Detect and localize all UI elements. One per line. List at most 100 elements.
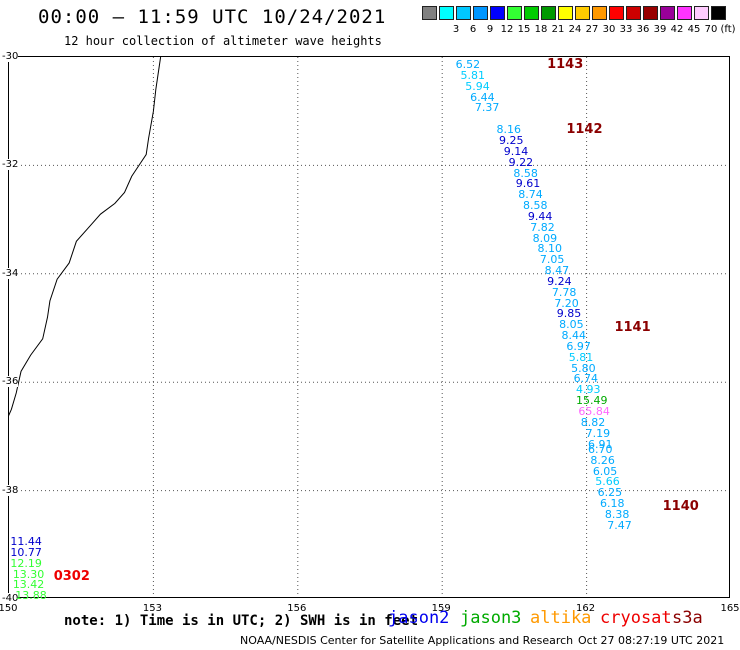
map-title: 00:00 – 11:59 UTC 10/24/2021 (38, 6, 387, 28)
wave-height-label: 9.14 (503, 144, 529, 158)
wave-height-label: 10.77 (10, 545, 42, 559)
longitude-tick-label: 156 (287, 603, 307, 614)
legend-swatch (422, 6, 437, 20)
latitude-tick-label: -32 (2, 159, 19, 171)
longitude-tick-label: 162 (576, 603, 596, 614)
pass-number-label: 1140 (662, 498, 699, 514)
legend-swatch (490, 6, 505, 20)
wave-height-label: 7.47 (607, 518, 632, 532)
wave-height-label: 7.82 (530, 220, 555, 234)
legend-label: (ft) (720, 24, 736, 35)
wave-height-label: 5.66 (595, 475, 620, 489)
wave-height-label: 6.74 (573, 372, 599, 386)
legend-swatch (541, 6, 556, 20)
satellite-name: altika (530, 608, 592, 628)
wave-height-label: 65.84 (578, 405, 610, 418)
longitude-tick-label: 159 (431, 603, 451, 614)
wave-height-label: 5.81 (568, 350, 594, 364)
satellite-name: jason3 (460, 608, 522, 628)
pass-number-label: 1142 (566, 122, 603, 138)
legend-swatch (694, 6, 709, 20)
wave-height-label: 8.26 (590, 453, 615, 467)
legend-swatch (456, 6, 471, 20)
wave-height-label: 7.20 (554, 296, 579, 310)
map-canvas (3, 56, 729, 597)
wave-height-label: 11.44 (10, 535, 42, 549)
wave-height-label: 5.94 (465, 79, 490, 93)
legend-label: 12 (500, 24, 514, 35)
wave-height-label: 8.10 (537, 242, 562, 256)
legend-swatch (609, 6, 624, 20)
legend-swatch (660, 6, 675, 20)
wave-height-label: 9.22 (508, 155, 534, 169)
wave-height-label: 15.49 (575, 394, 608, 408)
wave-height-label: 8.16 (496, 123, 522, 137)
map-subtitle: 12 hour collection of altimeter wave hei… (64, 34, 382, 48)
pass-number-label: 1141 (614, 320, 651, 335)
legend-swatch (439, 6, 454, 20)
wave-height-label: 6.25 (597, 486, 623, 500)
map-plot-frame (3, 56, 730, 598)
wave-height-label: 8.05 (559, 318, 584, 332)
generated-timestamp: Oct 27 08:27:19 UTC 2021 (578, 634, 725, 647)
legend-label: 33 (619, 24, 633, 35)
wave-height-label: 8.74 (518, 188, 543, 202)
longitude-tick-label: 165 (720, 603, 740, 614)
legend-swatch (677, 6, 692, 20)
wave-height-label: 12.19 (10, 556, 42, 570)
legend-swatch (575, 6, 590, 20)
legend-label: 39 (653, 24, 667, 35)
satellite-name: s3a (672, 608, 703, 628)
footnote: note: 1) Time is in UTC; 2) SWH is in fe… (64, 613, 419, 629)
pass-number-label: 1143 (547, 57, 584, 73)
legend-swatch (626, 6, 641, 20)
wave-height-label: 9.44 (527, 209, 553, 223)
wave-height-label: 7.37 (474, 101, 500, 115)
legend-label: 21 (551, 24, 565, 35)
legend-swatch (643, 6, 658, 20)
legend-label: 6 (469, 24, 477, 35)
wave-height-label: 6.70 (588, 442, 613, 456)
latitude-tick-label: -30 (2, 51, 19, 62)
wave-height-label: 4.93 (575, 383, 601, 397)
wave-height-label: 8.58 (513, 166, 538, 180)
legend-label: 27 (585, 24, 599, 35)
wave-height-label: 8.47 (544, 264, 570, 278)
wave-height-label: 7.19 (585, 426, 611, 440)
wave-height-label: 7.78 (551, 285, 577, 299)
legend-label: 9 (486, 24, 494, 35)
wave-height-label: 6.18 (600, 497, 625, 511)
satellite-name: jason2 (388, 608, 450, 628)
legend-swatch (507, 6, 522, 20)
latitude-tick-label: -36 (2, 376, 19, 388)
legend-label: 18 (534, 24, 548, 35)
satellite-name: cryosat (600, 608, 672, 628)
legend-label: 3 (452, 24, 460, 35)
legend-swatch (558, 6, 573, 20)
wave-height-label: 8.58 (523, 199, 548, 213)
legend-swatch (592, 6, 607, 20)
wave-height-label: 6.05 (592, 464, 618, 478)
wave-height-label: 7.05 (539, 253, 565, 267)
wave-height-label: 5.81 (460, 68, 485, 82)
legend-label: 70 (704, 24, 718, 35)
legend-label: 24 (568, 24, 582, 35)
wave-height-label: 13.88 (15, 589, 47, 603)
credit-line: NOAA/NESDIS Center for Satellite Applica… (240, 634, 574, 647)
legend-label: 45 (687, 24, 701, 35)
wave-height-label: 5.80 (571, 361, 596, 375)
wave-height-label: 9.24 (547, 274, 572, 288)
wave-height-label: 9.61 (515, 177, 541, 191)
wave-height-label: 6.52 (455, 58, 481, 72)
wave-height-label: 8.82 (580, 415, 606, 429)
wave-height-label: 9.85 (556, 307, 582, 321)
latitude-tick-label: -40 (2, 593, 19, 604)
legend-label: 42 (670, 24, 684, 35)
coastline (3, 56, 162, 426)
legend-swatch (524, 6, 539, 20)
longitude-tick-label: 150 (0, 603, 18, 614)
legend-swatch (473, 6, 488, 20)
wave-height-label: 6.91 (588, 437, 613, 451)
wave-height-label: 13.30 (12, 567, 45, 581)
